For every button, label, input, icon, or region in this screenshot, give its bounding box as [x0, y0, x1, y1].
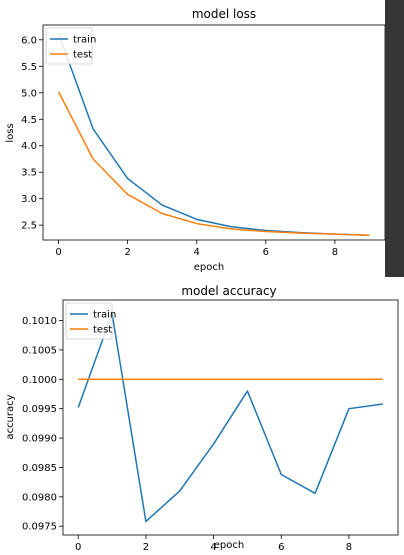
plot-frame — [62, 299, 399, 536]
y-tick-label: 0.1005 — [22, 345, 57, 356]
x-tick-label: 8 — [332, 247, 338, 258]
series-line-test — [57, 91, 370, 236]
y-tick-label: 5.5 — [21, 62, 37, 73]
x-tick-label: 6 — [263, 247, 269, 258]
loss-chart: model loss 0 2 4 6 8 2.5 3.0 3.5 4.0 4.5 5.0 5.5 6.0… — [5, 7, 385, 273]
legend-box — [45, 27, 93, 65]
side-scrollbar[interactable] — [385, 0, 404, 277]
legend-label-test: test — [73, 50, 92, 61]
plot-frame — [42, 24, 385, 241]
y-tick-label: 3.5 — [21, 168, 37, 179]
legend-box — [65, 302, 113, 340]
x-axis-label: epoch — [214, 540, 244, 551]
y-tick-label: 0.0990 — [22, 434, 57, 445]
x-axis-label: epoch — [194, 262, 224, 273]
legend-label-train: train — [73, 35, 96, 46]
y-tick-label: 4.5 — [21, 115, 37, 126]
y-tick-label: 6.0 — [21, 35, 37, 46]
x-tick-label: 2 — [124, 247, 130, 258]
chart-title: model accuracy — [181, 284, 276, 298]
x-tick-label: 8 — [346, 542, 352, 553]
x-tick-label: 0 — [75, 542, 81, 553]
y-tick-label: 4.0 — [21, 141, 37, 152]
accuracy-chart: model accuracy 0 2 4 6 8 0.0975 0.0980 0.0985 0.… — [5, 284, 399, 553]
legend-label-train: train — [93, 310, 116, 321]
x-tick-label: 4 — [194, 247, 200, 258]
y-tick-label: 3.0 — [21, 194, 37, 205]
y-tick-label: 0.0985 — [22, 463, 57, 474]
x-tick-label: 6 — [278, 542, 284, 553]
chart-title: model loss — [192, 7, 256, 21]
series-line-train — [57, 33, 370, 236]
y-tick-label: 0.1010 — [22, 316, 57, 327]
y-axis-label: accuracy — [5, 394, 16, 439]
y-tick-label: 0.1000 — [22, 375, 57, 386]
y-tick-label: 0.0980 — [22, 492, 57, 503]
y-tick-label: 2.5 — [21, 221, 37, 232]
y-axis-label: loss — [5, 123, 16, 142]
legend-label-test: test — [93, 325, 112, 336]
y-tick-label: 5.0 — [21, 88, 37, 99]
series-line-train — [77, 312, 383, 523]
x-tick-label: 2 — [143, 542, 149, 553]
x-tick-label: 4 — [210, 542, 216, 553]
y-tick-label: 0.0995 — [22, 404, 57, 415]
x-tick-label: 0 — [55, 247, 61, 258]
y-tick-label: 0.0975 — [22, 522, 57, 533]
